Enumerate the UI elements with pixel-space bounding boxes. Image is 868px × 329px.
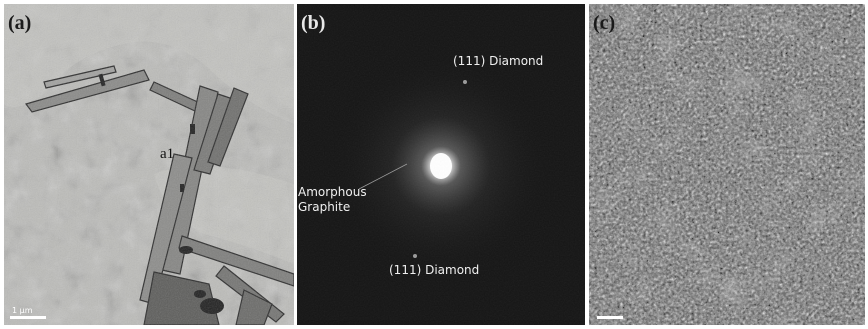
panel-a-label: (a) [8, 12, 32, 34]
annotation-111-diamond-top: (111) Diamond [453, 54, 544, 68]
panel-a-scalebar [10, 316, 46, 319]
panel-b-diffraction-pattern: (b) (111) Diamond Amorphous Graphite (11… [297, 4, 585, 325]
annotation-amorphous: Amorphous [298, 185, 367, 199]
feature-label-a1: a1 [160, 146, 175, 162]
annotation-111-diamond-bottom: (111) Diamond [389, 263, 480, 277]
panel-b-label: (b) [301, 12, 326, 34]
panel-a-image [4, 4, 294, 325]
panel-c-image [589, 4, 865, 325]
panel-c-hr-image: (c) [589, 4, 865, 325]
panel-c-scalebar [597, 316, 623, 319]
panel-c-label: (c) [593, 12, 616, 34]
panel-b-image [297, 4, 585, 325]
annotation-graphite: Graphite [298, 200, 351, 214]
annotation-amorphous-graphite: Amorphous Graphite [298, 185, 367, 215]
panel-a-scalebar-text: 1 μm [12, 306, 33, 315]
panel-a-tem-image: (a) a1 1 μm [4, 4, 294, 325]
